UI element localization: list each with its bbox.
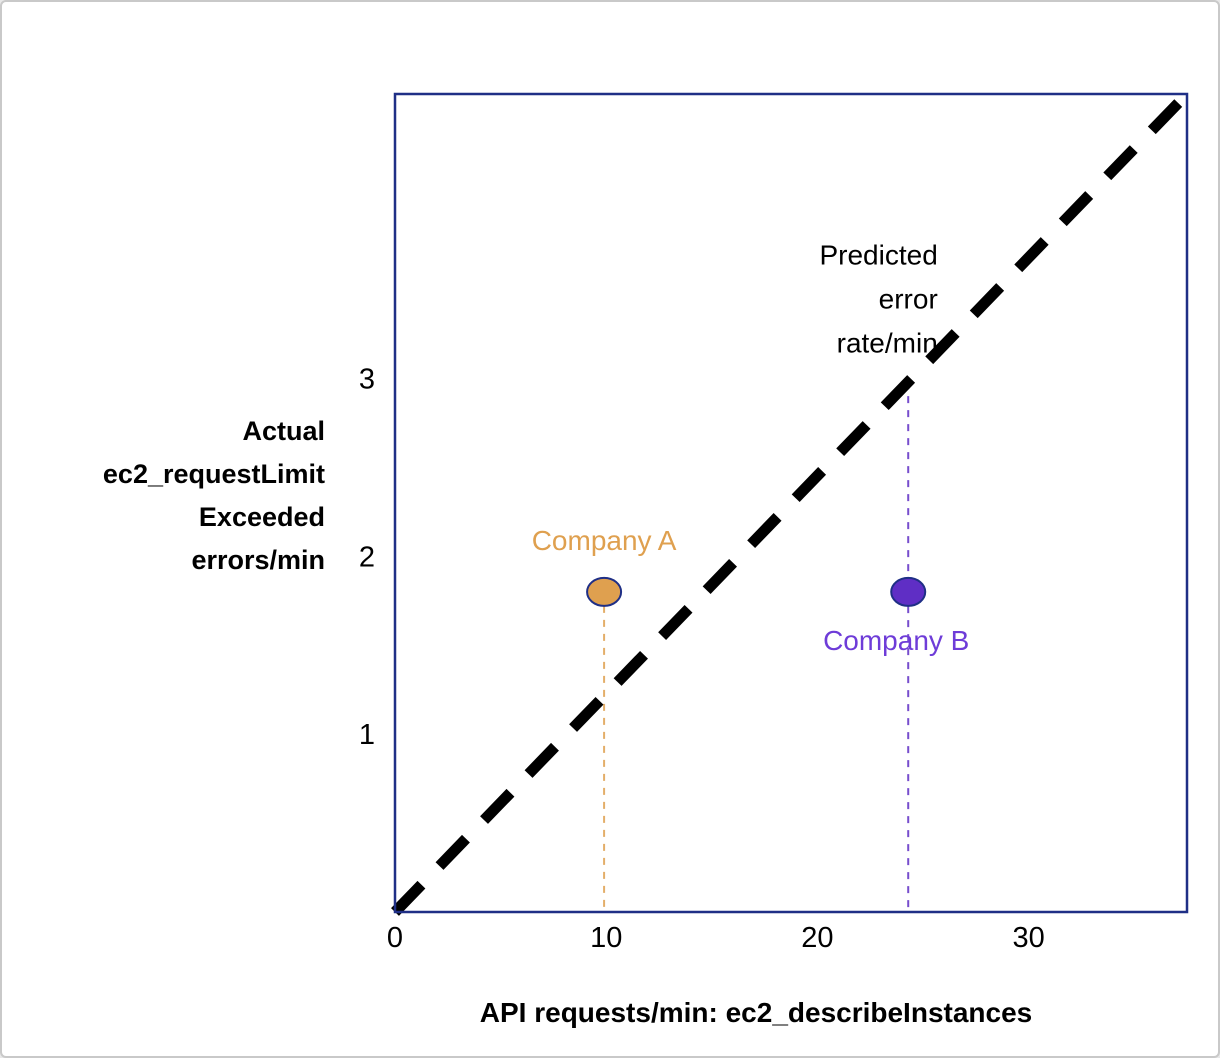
y-tick-label: 2 xyxy=(359,541,375,573)
point-label-company-b: Company B xyxy=(823,625,969,656)
point-label-company-a: Company A xyxy=(532,525,677,556)
plot-frame xyxy=(393,92,1189,914)
predicted-error-line xyxy=(391,90,1191,916)
x-axis-title: API requests/min: ec2_describeInstances xyxy=(479,997,1033,1028)
y-tick-label: 1 xyxy=(359,719,375,751)
x-tick-label: 10 xyxy=(590,922,622,954)
point-company-a xyxy=(586,576,623,607)
x-tick-label: 30 xyxy=(1012,922,1044,954)
y-axis-title: Actual ec2_requestLimit Exceeded errors/… xyxy=(102,416,325,575)
x-tick-label: 0 xyxy=(387,922,403,954)
x-tick-label: 20 xyxy=(801,922,833,954)
predicted-error-label: Predicted error rate/min xyxy=(819,240,937,359)
point-company-b xyxy=(890,576,927,607)
y-tick-label: 3 xyxy=(359,364,375,396)
